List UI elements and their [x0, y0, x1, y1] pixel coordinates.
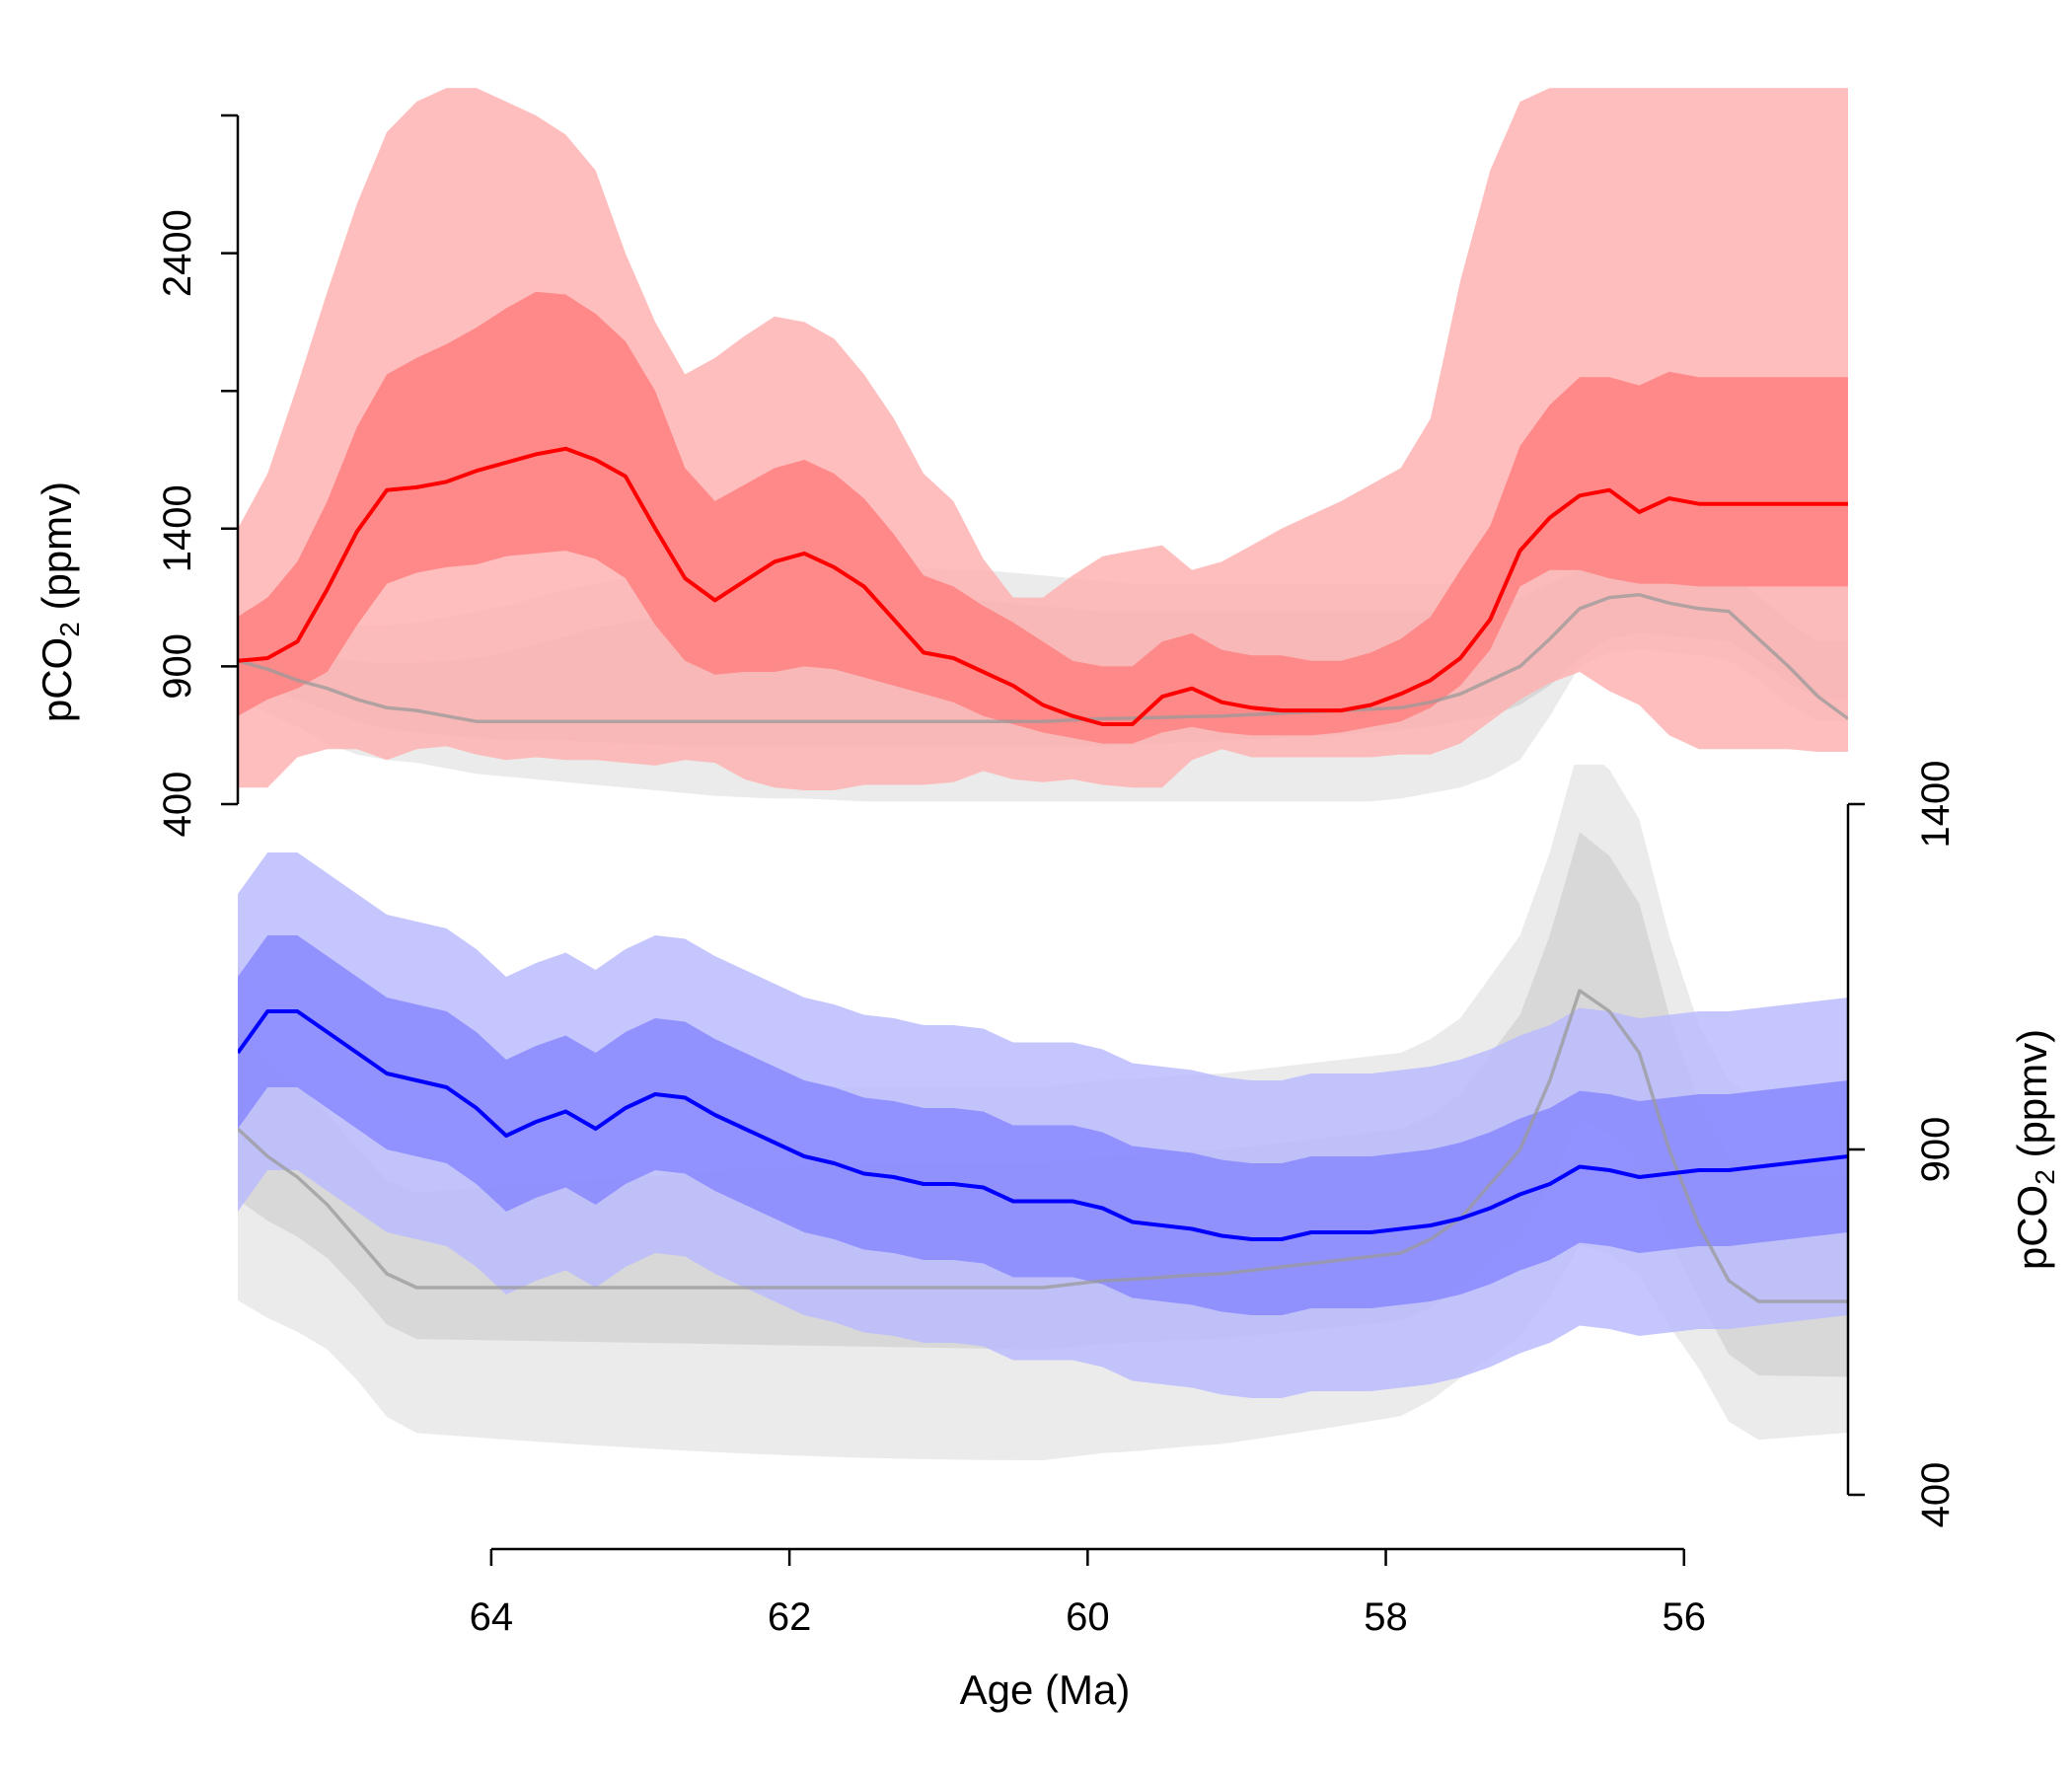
bottom-panel-plot-area — [238, 765, 1848, 1460]
top-y-tick-label: 1400 — [156, 484, 199, 572]
x-tick-label: 58 — [1364, 1595, 1408, 1639]
bottom-series-0-median-line — [238, 1009, 1848, 1241]
bottom-y-axis: 400 900 1400 pCO2 (ppmv) — [1846, 761, 2060, 1528]
top-series-1-median-line — [238, 593, 1848, 723]
top-panel-plot-area — [238, 88, 1848, 802]
bottom-y-tick-label: 900 — [1914, 1117, 1958, 1183]
x-tick-label: 64 — [470, 1595, 514, 1639]
bottom-y-axis-label: pCO2 (ppmv) — [2009, 1029, 2060, 1270]
x-tick-label: 60 — [1066, 1595, 1110, 1639]
top-series-0-band-50 — [238, 291, 1848, 744]
top-series-0-median-line — [238, 446, 1848, 726]
top-y-axis-label: pCO2 (ppmv) — [34, 481, 85, 722]
top-y-tick-label: 2400 — [156, 209, 199, 297]
x-axis-label: Age (Ma) — [960, 1666, 1131, 1713]
bottom-series-1-median-line — [238, 989, 1848, 1303]
bottom-y-tick-label: 1400 — [1914, 761, 1958, 849]
bottom-y-tick-label: 400 — [1914, 1462, 1958, 1528]
x-tick-label: 62 — [768, 1595, 812, 1639]
x-tick-label: 56 — [1663, 1595, 1707, 1639]
top-y-axis: 400 900 1400 2400 pCO2 (ppmv) — [34, 113, 240, 838]
top-y-tick-label: 900 — [156, 633, 199, 700]
x-axis: 64 62 60 58 56 Age (Ma) — [470, 1547, 1707, 1713]
top-y-tick-label: 400 — [156, 772, 199, 838]
